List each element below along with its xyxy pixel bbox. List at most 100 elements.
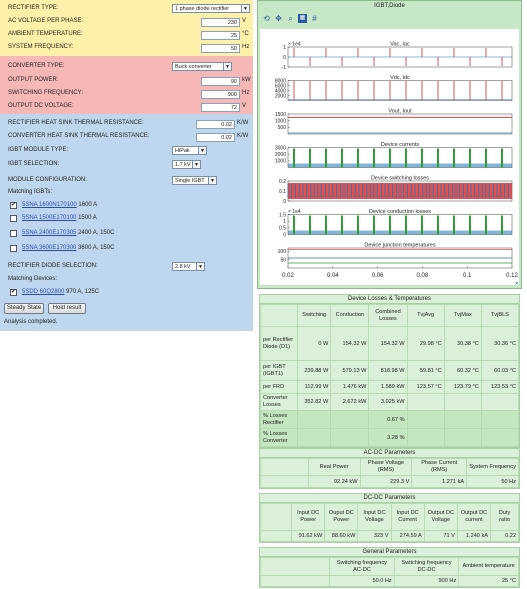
table-cell: per FRD: [259, 380, 299, 394]
table-cell: [260, 475, 309, 488]
table-cell: 239.88 W: [297, 360, 332, 381]
table-row: per FRD 112.99 W 1.476 kW 1.589 kW 123.5…: [259, 380, 520, 394]
steady-state-button[interactable]: Steady State: [4, 303, 44, 314]
ambient-temperature-input[interactable]: 25: [201, 31, 240, 40]
dcdc-panel: DC-DC Parameters Input DC Power Ouput DC…: [259, 493, 520, 543]
y-tick-label: 1: [283, 219, 286, 225]
module-configuration-select[interactable]: Single IGBT ▼: [172, 176, 217, 185]
module-configuration-label: MODULE CONFIGURATION:: [8, 177, 87, 183]
igbt-module-type-select[interactable]: HiPak ▼: [172, 146, 207, 155]
y-tick-label: 0.5: [279, 226, 286, 232]
converter-rth-input[interactable]: 0.02: [196, 133, 235, 142]
plot-window: IGBT,Diode ⟲ ✥ ⌕ ▦ # Vac, Iac × 1e4 1 0 -1 Vd…: [257, 0, 522, 289]
y-tick-label: 0: [283, 55, 286, 61]
igbt-link[interactable]: 5SNA 2400E170305: [22, 230, 77, 236]
rectifier-section: RECTIFIER TYPE: 1 phase diode rectifier …: [0, 0, 253, 56]
igbt-link[interactable]: 5SNA 1600N170100: [22, 202, 77, 208]
converter-rth-unit: K/W: [237, 133, 249, 139]
datacursor-icon[interactable]: ▦: [298, 14, 307, 23]
rectifier-type-value: 1 phase diode rectifier: [175, 6, 230, 12]
series-pulse: [437, 148, 439, 168]
system-frequency-input[interactable]: 50: [201, 44, 240, 53]
acdc-header: Phase Current (RMS): [411, 458, 468, 476]
y-tick-label: -1: [282, 65, 287, 71]
series-pulse: [341, 215, 343, 235]
table-cell: [297, 428, 332, 447]
output-power-input[interactable]: 90: [201, 77, 240, 86]
igbt-link[interactable]: 5SNA 1500E170100: [22, 215, 77, 221]
table-cell: 2.672 kW: [330, 393, 370, 411]
dcdc-header: Duty ratio: [490, 503, 519, 531]
series-pulse: [341, 148, 343, 168]
system-frequency-label: SYSTEM FREQUENCY:: [8, 44, 74, 50]
series-pulse: [357, 215, 359, 235]
converter-type-select[interactable]: Buck converter ▼: [172, 62, 232, 71]
igbt-checkbox[interactable]: ✔: [10, 202, 17, 209]
series-pulse: [293, 148, 295, 168]
series-pulse: [453, 215, 455, 235]
system-frequency-unit: Hz: [242, 44, 250, 50]
series-pulse: [469, 148, 471, 168]
series-pulse: [469, 215, 471, 235]
rectifier-type-label: RECTIFIER TYPE:: [8, 5, 59, 11]
series-pulse: [453, 148, 455, 168]
switching-frequency-input[interactable]: 900: [201, 90, 240, 99]
series-pulse: [309, 215, 311, 235]
device-desc: 970 A, 125C: [66, 289, 100, 295]
rectifier-diode-selection-select[interactable]: 2.8 kV ▼: [172, 262, 205, 271]
table-cell: [406, 393, 445, 411]
hold-result-button[interactable]: Hold result: [48, 303, 86, 314]
close-icon[interactable]: ✕: [514, 281, 519, 287]
zoom-icon[interactable]: ⌕: [288, 14, 293, 23]
parameter-panel: RECTIFIER TYPE: 1 phase diode rectifier …: [0, 0, 253, 589]
dcdc-header: Input DC Current: [390, 503, 425, 531]
losses-header: TvjBLS: [480, 304, 520, 327]
table-cell: 71 V: [423, 530, 458, 542]
general-table: Switching frequency AC-DC Switching freq…: [259, 557, 519, 587]
subplot-title: Vdc, Idc: [390, 75, 410, 81]
output-dc-voltage-input[interactable]: 72: [201, 103, 240, 112]
igbt-selection-select[interactable]: 1.7 kV ▼: [172, 160, 201, 169]
table-cell: 3.28 %: [368, 428, 408, 447]
subplot-axes: [287, 80, 513, 101]
losses-header: Switching: [297, 304, 332, 327]
rectifier-type-select[interactable]: 1 phase diode rectifier ▼: [172, 4, 250, 13]
device-section: RECTIFIER HEAT SINK THERMAL RESISTANCE: …: [0, 114, 253, 331]
table-cell: 29.98 °C: [406, 326, 445, 361]
series-pulse: [421, 215, 423, 235]
table-cell: 59.81 °C: [406, 360, 445, 381]
acdc-panel: AC-DC Parameters Real Power Phase Voltag…: [259, 448, 520, 489]
y-tick-label: 0.2: [279, 179, 286, 185]
rotate-icon[interactable]: ⟲: [263, 14, 270, 23]
device-checkbox[interactable]: ✔: [10, 289, 17, 296]
series-pulse: [373, 148, 375, 168]
pan-icon[interactable]: ✥: [275, 14, 282, 23]
ac-voltage-unit: V: [242, 18, 247, 24]
igbt-link[interactable]: 5SNA 3600E170300: [22, 245, 77, 251]
rectifier-rth-input[interactable]: 0.02: [196, 120, 235, 129]
y-tick-label: 6000: [275, 83, 286, 89]
acdc-header: [260, 458, 309, 476]
series-pulse: [405, 215, 407, 235]
device-link[interactable]: 5SDD 60Q2800: [22, 289, 65, 295]
table-cell: [480, 428, 520, 447]
y-tick-label: 0: [283, 199, 286, 205]
chevron-down-icon: ▼: [241, 5, 249, 12]
table-row: 50.0 Hz 900 Hz 25 °C: [259, 575, 519, 587]
table-row: per IGBT (IGBT1) 239.88 W 579.13 W 818.9…: [259, 360, 520, 381]
y-tick-label: 50: [280, 257, 286, 263]
igbt-checkbox[interactable]: [10, 245, 17, 252]
rectifier-diode-selection-value: 2.8 kV: [175, 264, 191, 270]
acdc-header: Phase Voltage (RMS): [359, 458, 413, 476]
table-cell: 0 W: [297, 326, 332, 361]
igbt-checkbox[interactable]: [10, 230, 17, 237]
ac-voltage-input[interactable]: 230: [201, 18, 240, 27]
chevron-down-icon: ▼: [192, 161, 200, 168]
table-cell: [443, 428, 482, 447]
grid-icon[interactable]: #: [312, 14, 317, 23]
table-cell: 88.60 kW: [324, 530, 359, 542]
general-title: General Parameters: [260, 548, 519, 557]
igbt-checkbox[interactable]: [10, 215, 17, 222]
table-cell: 0.22: [490, 530, 519, 542]
